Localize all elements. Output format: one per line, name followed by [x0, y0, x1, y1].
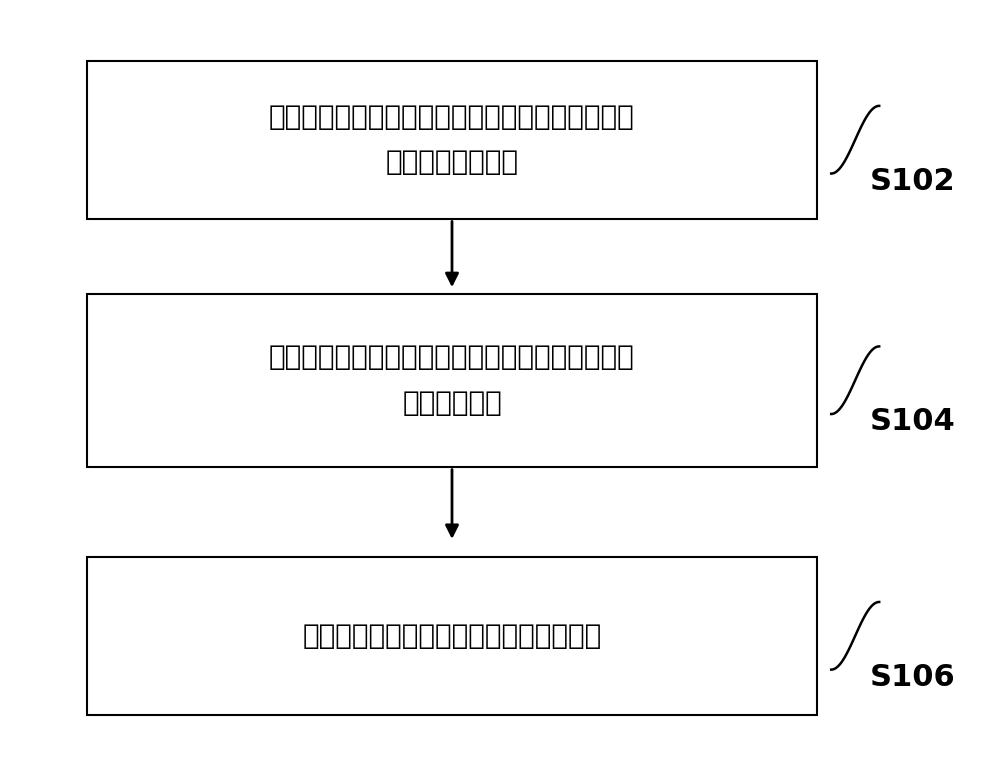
Bar: [87, 61, 817, 218]
Text: S102: S102: [870, 167, 955, 196]
Text: S106: S106: [870, 662, 955, 691]
Bar: [87, 294, 817, 467]
Text: 获取发动机在换挡后的动力参数，其中，动力参数
至少包括储备扭矩: 获取发动机在换挡后的动力参数，其中，动力参数 至少包括储备扭矩: [269, 103, 635, 176]
Text: 判断动力参数与预定的动力参数阈值的大小关系，
得到判断结果: 判断动力参数与预定的动力参数阈值的大小关系， 得到判断结果: [269, 344, 635, 417]
Text: S104: S104: [870, 407, 955, 436]
Text: 依据判断结果，控制发动机是否进行换挡: 依据判断结果，控制发动机是否进行换挡: [302, 622, 602, 650]
Bar: [87, 557, 817, 715]
